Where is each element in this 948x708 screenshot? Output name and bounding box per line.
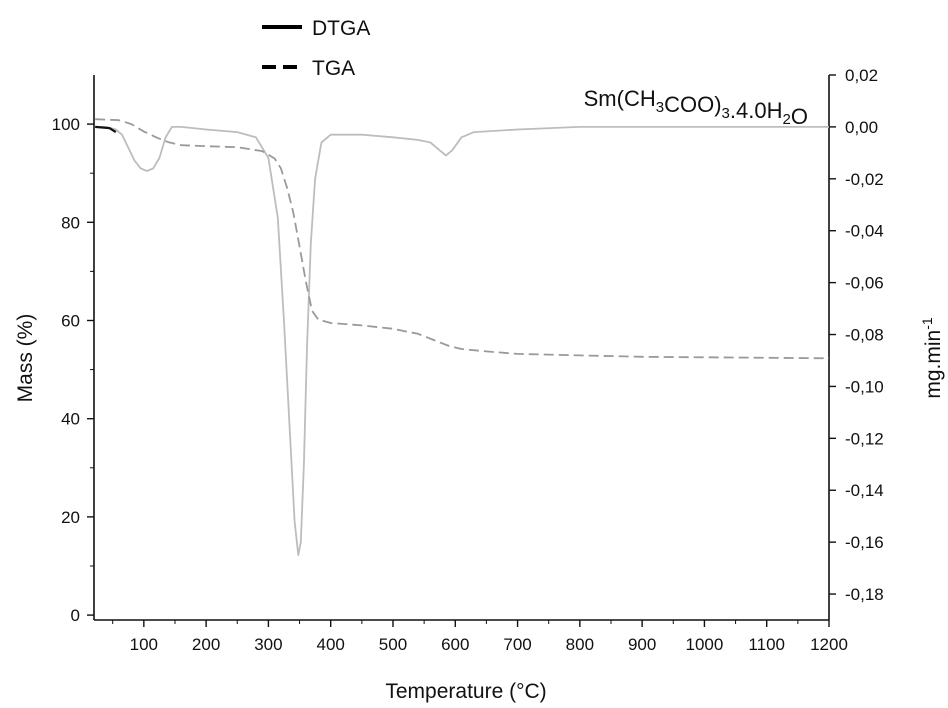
- y-right-tick-label: -0,12: [845, 429, 884, 448]
- series-dtga-start: [95, 125, 117, 134]
- x-tick-label: 800: [566, 635, 594, 654]
- series-dtga-line: [95, 126, 829, 556]
- x-tick-label: 900: [628, 635, 656, 654]
- y-right-tick-label: -0,14: [845, 481, 884, 500]
- compound-annotation: Sm(CH3COO)3.4.0H2O: [584, 86, 808, 129]
- x-tick-label: 1000: [686, 635, 724, 654]
- y-left-tick-label: 20: [61, 508, 80, 527]
- plot-area: 100 200 300 400 500 600 700 800 900 1000 1100 12000…: [52, 66, 884, 654]
- x-tick-label: 300: [254, 635, 282, 654]
- legend: DTGA TGA: [262, 17, 370, 80]
- x-tick-label: 1200: [810, 635, 848, 654]
- y-left-tick-label: 80: [61, 213, 80, 232]
- x-tick-label: 100: [130, 635, 158, 654]
- x-tick-label: 700: [503, 635, 531, 654]
- legend-tga-label: TGA: [312, 57, 355, 80]
- y-left-tick-label: 100: [52, 115, 80, 134]
- series-tga-line: [95, 118, 830, 360]
- y-left-tick-label: 40: [61, 410, 80, 429]
- y-right-tick-label: -0,10: [845, 377, 884, 396]
- y-left-axis-title: Mass (%): [14, 314, 37, 403]
- y-right-tick-label: -0,06: [845, 274, 884, 293]
- y-right-tick-label: -0,18: [845, 585, 884, 604]
- x-tick-label: 1100: [748, 635, 785, 654]
- x-tick-label: 600: [441, 635, 469, 654]
- y-left-tick-label: 0: [71, 606, 80, 625]
- y-right-tick-label: -0,08: [845, 326, 884, 345]
- y-right-tick-label: -0,16: [845, 533, 884, 552]
- legend-dtga-label: DTGA: [312, 17, 370, 40]
- y-right-tick-label: -0,02: [845, 170, 884, 189]
- y-right-tick-label: 0,00: [845, 118, 878, 137]
- y-right-tick-label: -0,04: [845, 222, 884, 241]
- x-tick-label: 200: [192, 635, 220, 654]
- y-left-tick-label: 60: [61, 311, 80, 330]
- y-right-tick-label: 0,02: [845, 66, 878, 85]
- x-axis-title: Temperature (°C): [385, 680, 546, 703]
- x-tick-label: 400: [317, 635, 345, 654]
- x-tick-label: 500: [379, 635, 407, 654]
- y-right-axis-title: mg.min-1: [919, 317, 945, 399]
